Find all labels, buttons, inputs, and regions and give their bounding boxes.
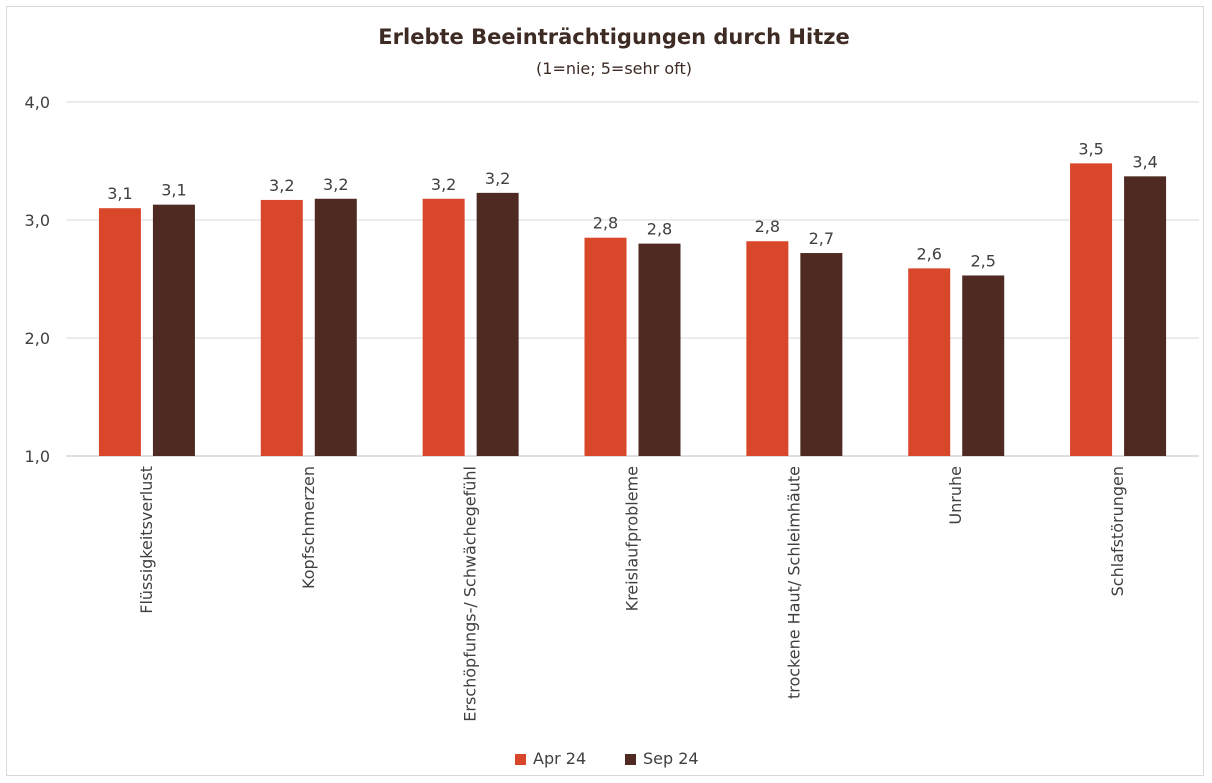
y-tick-label: 2,0 [25, 329, 50, 348]
data-labels: 3,1 3,1 3,2 3,2 3,2 3,2 2,8 2,8 2,8 2,7 2,6 2,5 3,5 3… [107, 139, 1158, 270]
data-label: 2,6 [916, 244, 941, 263]
data-label: 3,2 [485, 169, 510, 188]
y-tick-label: 3,0 [25, 211, 50, 230]
bar-series-1 [422, 198, 465, 456]
bar-series-2 [1124, 176, 1167, 456]
bar-series-2 [152, 204, 195, 456]
data-label: 2,5 [970, 251, 995, 270]
data-label: 3,1 [161, 181, 186, 200]
bar-series-2 [314, 198, 357, 456]
bar-series-2 [476, 192, 519, 457]
chart-title: Erlebte Beeinträchtigungen durch Hitze [378, 25, 849, 49]
legend: Apr 24 Sep 24 [515, 749, 699, 768]
data-label: 3,1 [107, 184, 132, 203]
category-label: Flüssigkeitsverlust [137, 466, 156, 614]
bars [98, 163, 1167, 457]
data-label: 3,5 [1078, 139, 1103, 158]
bar-series-1 [260, 199, 303, 456]
bar-series-1 [584, 237, 627, 456]
bar-series-1 [1070, 163, 1113, 457]
bar-series-1 [746, 241, 789, 456]
y-tick-label: 4,0 [25, 93, 50, 112]
bar-series-1 [98, 208, 141, 456]
legend-swatch [515, 754, 526, 765]
data-label: 3,2 [431, 175, 456, 194]
legend-swatch [625, 754, 636, 765]
data-label: 2,8 [647, 220, 672, 239]
data-label: 2,7 [809, 229, 834, 248]
y-axis-ticks: 1,0 2,0 3,0 4,0 [25, 93, 50, 466]
gridlines [66, 101, 1199, 457]
chart-subtitle: (1=nie; 5=sehr oft) [536, 59, 692, 78]
data-label: 3,4 [1132, 152, 1157, 171]
category-label: trockene Haut/ Schleimhäute [784, 466, 803, 699]
bar-series-2 [638, 243, 681, 456]
bar-series-1 [908, 268, 951, 456]
data-label: 3,2 [323, 175, 348, 194]
bar-series-2 [962, 275, 1005, 456]
category-label: Schlafstörungen [1108, 466, 1127, 596]
category-label: Erschöpfungs-/ Schwächegefühl [461, 466, 480, 722]
category-labels: Flüssigkeitsverlust Kopfschmerzen Erschöpf… [137, 466, 1127, 722]
data-label: 3,2 [269, 176, 294, 195]
legend-label: Sep 24 [643, 749, 699, 768]
data-label: 2,8 [593, 214, 618, 233]
category-label: Kreislaufprobleme [623, 466, 642, 611]
category-label: Kopfschmerzen [299, 466, 318, 589]
y-tick-label: 1,0 [25, 447, 50, 466]
category-label: Unruhe [946, 466, 965, 525]
data-label: 2,8 [755, 217, 780, 236]
legend-label: Apr 24 [533, 749, 586, 768]
bar-series-2 [800, 253, 843, 456]
